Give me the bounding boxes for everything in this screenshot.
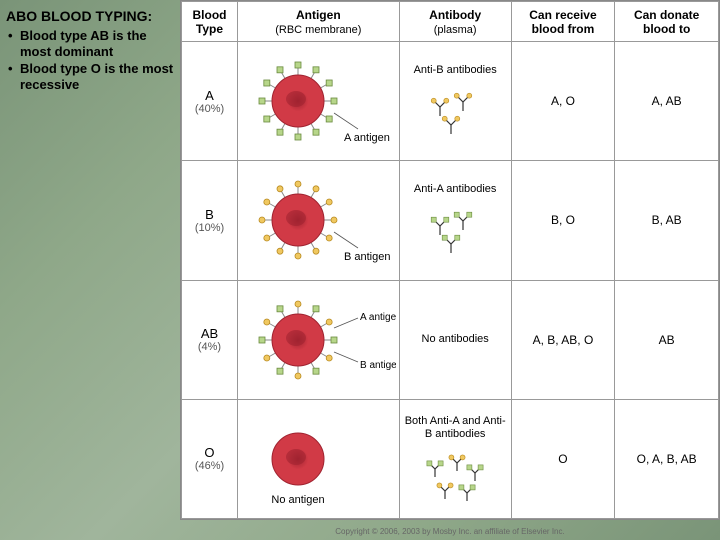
cell-blood-type: AB(4%) [182, 280, 238, 399]
table-header-row: Blood Type Antigen(RBC membrane) Antibod… [182, 2, 719, 42]
table-row: B(10%) B antigen Anti-A antibodies B, O … [182, 161, 719, 280]
sidebar-bullet-list: Blood type AB is the most dominant Blood… [8, 28, 174, 93]
table-row: A(40%) A antigen Anti-B antibodies A, O … [182, 42, 719, 161]
cell-donate: O, A, B, AB [615, 399, 719, 518]
rbc-antigen-diagram: A antigen B antigen [240, 285, 396, 395]
cell-blood-type: A(40%) [182, 42, 238, 161]
cell-antigen: No antigen [237, 399, 399, 518]
cell-receive: O [511, 399, 615, 518]
svg-text:No antigen: No antigen [272, 494, 325, 506]
cell-antibody: Anti-A antibodies [399, 161, 511, 280]
antibody-diagram [405, 196, 505, 258]
cell-antigen: A antigen [237, 42, 399, 161]
sidebar-bullet: Blood type AB is the most dominant [8, 28, 174, 61]
cell-antigen: A antigen B antigen [237, 280, 399, 399]
cell-receive: B, O [511, 161, 615, 280]
cell-donate: A, AB [615, 42, 719, 161]
cell-antibody: Both Anti-A and Anti-B antibodies [399, 399, 511, 518]
cell-donate: B, AB [615, 161, 719, 280]
sidebar-title: ABO BLOOD TYPING: [6, 8, 174, 24]
cell-receive: A, O [511, 42, 615, 161]
cell-antibody: Anti-B antibodies [399, 42, 511, 161]
header-antibody: Antibody(plasma) [399, 2, 511, 42]
svg-text:B antigen: B antigen [360, 360, 396, 371]
header-blood-type: Blood Type [182, 2, 238, 42]
antibody-diagram [405, 77, 505, 139]
blood-type-table-container: Blood Type Antigen(RBC membrane) Antibod… [180, 0, 720, 520]
antibody-diagram [405, 441, 505, 503]
cell-antigen: B antigen [237, 161, 399, 280]
svg-text:A antigen: A antigen [360, 312, 396, 323]
cell-donate: AB [615, 280, 719, 399]
sidebar-notes: ABO BLOOD TYPING: Blood type AB is the m… [0, 0, 180, 101]
rbc-antigen-diagram: No antigen [240, 404, 396, 514]
cell-receive: A, B, AB, O [511, 280, 615, 399]
sidebar-bullet: Blood type O is the most recessive [8, 61, 174, 94]
copyright-text: Copyright © 2006, 2003 by Mosby Inc. an … [180, 527, 720, 536]
cell-antibody: No antibodies [399, 280, 511, 399]
svg-text:B antigen: B antigen [344, 251, 390, 263]
header-antigen: Antigen(RBC membrane) [237, 2, 399, 42]
cell-blood-type: B(10%) [182, 161, 238, 280]
header-receive: Can receive blood from [511, 2, 615, 42]
blood-type-table: Blood Type Antigen(RBC membrane) Antibod… [181, 1, 719, 519]
svg-text:A antigen: A antigen [344, 132, 390, 144]
table-row: O(46%) No antigen Both Anti-A and Anti-B… [182, 399, 719, 518]
cell-blood-type: O(46%) [182, 399, 238, 518]
rbc-antigen-diagram: B antigen [240, 165, 396, 275]
rbc-antigen-diagram: A antigen [240, 46, 396, 156]
table-row: AB(4%) A antigenB antigen No antibodies … [182, 280, 719, 399]
header-donate: Can donate blood to [615, 2, 719, 42]
